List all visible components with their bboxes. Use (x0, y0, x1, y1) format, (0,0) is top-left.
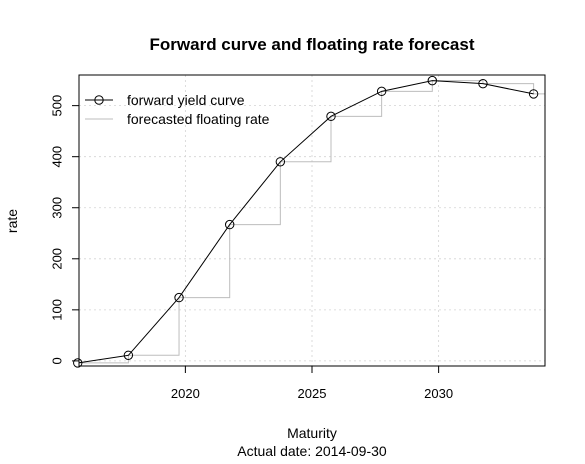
legend-label-floating: forecasted floating rate (127, 111, 270, 127)
x-tick-label: 2025 (298, 386, 327, 401)
y-tick-label: 0 (50, 357, 65, 364)
series-layer (73, 75, 545, 368)
chart-subtitle: Actual date: 2014-09-30 (237, 443, 387, 459)
floating-rate-step-line (79, 80, 545, 364)
forward-yield-point (326, 111, 336, 122)
forward-yield-point (528, 89, 539, 99)
y-tick-label: 500 (50, 95, 65, 117)
forward-yield-point (123, 350, 134, 360)
forward-yield-point (376, 86, 387, 97)
forward-yield-point (73, 358, 83, 368)
series-group (79, 80, 545, 364)
x-tick-label: 2020 (171, 386, 200, 401)
forward-yield-point (275, 157, 286, 167)
axes: 2020 2025 2030 0 100 200 300 400 500 (50, 95, 454, 401)
y-tick-label: 400 (50, 146, 65, 168)
y-tick-label: 100 (50, 299, 65, 321)
x-tick-label: 2030 (424, 386, 453, 401)
legend-label-forward: forward yield curve (127, 92, 245, 108)
chart-title: Forward curve and floating rate forecast (150, 35, 475, 54)
forward-yield-line (79, 80, 534, 364)
y-tick-label: 200 (50, 248, 65, 270)
x-axis-label: Maturity (287, 425, 337, 441)
forward-yield-point (478, 78, 488, 89)
forward-yield-point (427, 75, 437, 86)
legend-marker-forward (94, 95, 104, 105)
forward-yield-point (174, 292, 184, 303)
grid (79, 75, 545, 366)
y-axis-label: rate (4, 209, 20, 233)
y-tick-label: 300 (50, 197, 65, 219)
legend: forward yield curve forecasted floating … (85, 92, 270, 127)
forward-yield-point (224, 219, 235, 230)
